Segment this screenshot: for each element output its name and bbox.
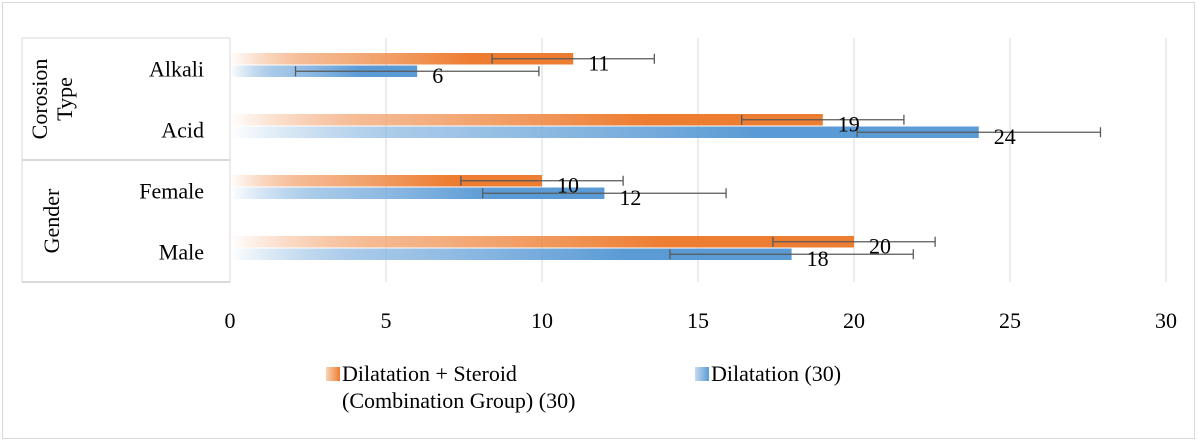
- bar: [230, 114, 823, 126]
- x-tick-labels: 0 5 10 15 20 25 30: [225, 308, 1178, 333]
- bars: [230, 53, 979, 260]
- data-label: 6: [432, 63, 443, 88]
- category-label: Female: [139, 179, 204, 204]
- data-labels: 11 6 19 24 10 12 20 18: [432, 51, 1016, 272]
- x-tick-label: 30: [1155, 308, 1177, 333]
- group-label: CorosionType: [27, 59, 77, 140]
- category-label: Alkali: [149, 57, 204, 82]
- category-axis: CorosionType Gender Alkali Acid Female Male: [21, 37, 231, 283]
- x-tick-label: 10: [531, 308, 553, 333]
- data-label: 12: [619, 185, 641, 210]
- legend-swatch-orange: [326, 367, 340, 381]
- legend-swatch-blue: [695, 367, 709, 381]
- legend-item-combination: Dilatation + Steroid (Combination Group)…: [326, 360, 575, 414]
- data-label: 20: [869, 234, 891, 259]
- group-label: Gender: [39, 188, 64, 253]
- legend-label-combination-line2: (Combination Group) (30): [342, 388, 576, 413]
- error-bars: [294, 53, 1102, 260]
- bar: [230, 126, 979, 138]
- x-tick-label: 0: [225, 308, 236, 333]
- legend-item-dilatation: Dilatation (30): [695, 360, 841, 387]
- bar: [230, 53, 574, 65]
- x-tick-label: 25: [999, 308, 1021, 333]
- x-tick-label: 15: [687, 308, 709, 333]
- data-label: 24: [994, 124, 1016, 149]
- data-label: 18: [807, 246, 829, 271]
- legend-label-combination-line1: Dilatation + Steroid: [342, 361, 517, 386]
- legend-label-dilatation: Dilatation (30): [711, 361, 842, 386]
- data-label: 11: [588, 51, 609, 76]
- data-label: 10: [557, 173, 579, 198]
- bar: [230, 248, 792, 260]
- bar: [230, 236, 854, 248]
- x-tick-label: 20: [843, 308, 865, 333]
- bar: [230, 187, 605, 199]
- data-label: 19: [838, 112, 860, 137]
- category-label: Acid: [161, 118, 204, 143]
- category-label: Male: [159, 240, 204, 265]
- x-tick-label: 5: [381, 308, 392, 333]
- bar: [230, 175, 542, 187]
